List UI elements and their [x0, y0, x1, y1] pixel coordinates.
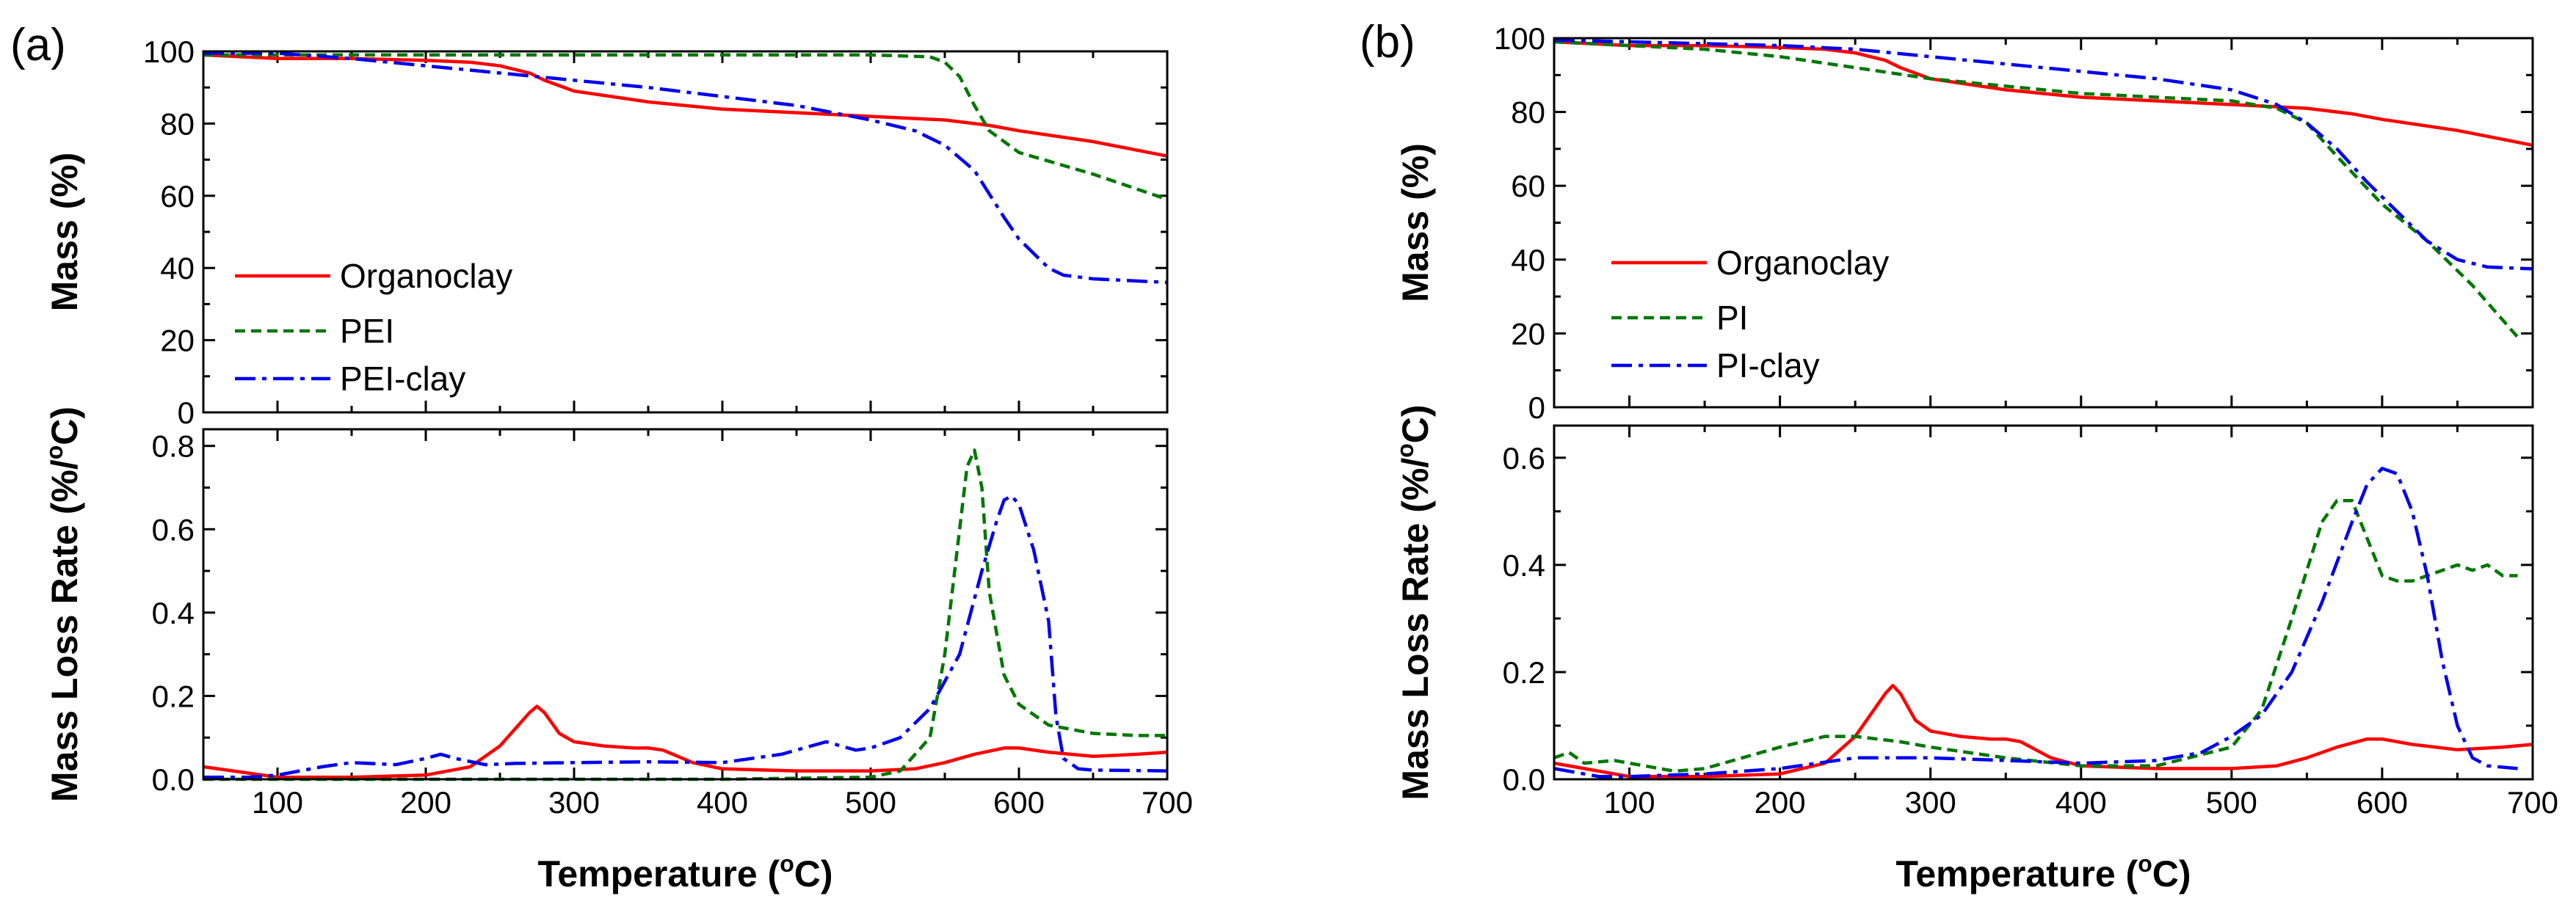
y-tick-label: 0.2: [152, 679, 195, 713]
y-tick-label: 0.2: [1503, 655, 1545, 690]
series-line-organoclay: [1553, 683, 2533, 779]
series-line-pi-clay: [1553, 467, 2518, 779]
x-tick-label: 200: [400, 785, 451, 820]
legend-label: PI-clay: [1716, 346, 1820, 384]
rate-label-tail: C): [44, 407, 85, 445]
series-line-organoclay: [203, 704, 1168, 779]
y-tick-label: 40: [160, 251, 195, 285]
x-tick-label: 400: [697, 785, 748, 820]
temperature-label: Temperature (: [1895, 853, 2138, 894]
y-tick-label: 80: [160, 106, 195, 141]
x-tick-label: 100: [252, 785, 303, 820]
y-tick-label: 20: [160, 324, 195, 358]
y-tick-label: 0.6: [152, 512, 195, 547]
y-axis-label-rate: Mass Loss Rate (%/oC): [41, 407, 85, 802]
temperature-unit: C): [794, 853, 833, 894]
mass-frame: [1553, 37, 2534, 409]
legend-label: PEI-clay: [340, 360, 465, 398]
x-tick-label: 300: [548, 785, 600, 820]
y-tick-label: 0.4: [1503, 548, 1545, 583]
y-tick-label: 0.8: [152, 429, 195, 464]
y-tick-label: 80: [1511, 95, 1545, 130]
series-line-pi: [1553, 498, 2518, 773]
degree-superscript: o: [2138, 850, 2152, 877]
panel-b: (b) 0 20 40 60 80 100 100 200 300 400 500 600 700 0.0 0…: [1360, 17, 2558, 894]
series-line-pi-clay: [1553, 38, 2533, 271]
panel-label: (a): [10, 20, 66, 70]
mass-loss-rate-plot: 100 200 300 400 500 600 700 0.0 0.2 0.4 0.6: [1503, 424, 2558, 820]
mass-loss-rate-frame: [202, 428, 1169, 781]
series-line-pei: [203, 448, 1167, 781]
legend-label: PI: [1716, 299, 1748, 337]
mass-loss-rate-frame: [1553, 424, 2534, 781]
legend-label: PEI: [340, 312, 394, 350]
mass-plot: 0 20 40 60 80 100: [143, 34, 1169, 430]
y-tick-label: 0.0: [152, 762, 195, 797]
x-axis-label: Temperature (oC): [537, 850, 832, 894]
mass-frame: [202, 50, 1169, 414]
panel-label: (b): [1360, 17, 1415, 68]
x-axis-label: Temperature (oC): [1895, 850, 2191, 894]
legend: Organoclay PI PI-clay: [1611, 244, 1889, 384]
rate-label-main: Mass Loss Rate (%/: [44, 459, 85, 802]
degree-superscript: o: [1392, 443, 1418, 458]
mass-plot: 0 20 40 60 80 100: [1494, 21, 2534, 425]
panel-a: (a) 0 20 40 60 80 100 100 200 300 400 500 600 700 0.0 0…: [10, 20, 1193, 894]
y-axis-label-mass: Mass (%): [1395, 143, 1436, 302]
legend-label: Organoclay: [340, 257, 512, 295]
y-tick-label: 60: [160, 179, 195, 214]
x-tick-label: 100: [1603, 785, 1655, 820]
rate-label-main: Mass Loss Rate (%/: [1395, 458, 1436, 801]
y-tick-label: 0.6: [1503, 441, 1545, 475]
degree-superscript: o: [780, 850, 794, 877]
y-tick-label: 100: [1494, 21, 1545, 56]
temperature-label: Temperature (: [537, 853, 780, 894]
x-tick-label: 400: [2056, 785, 2107, 820]
y-axis-label-rate: Mass Loss Rate (%/oC): [1392, 404, 1436, 800]
x-tick-label: 700: [2507, 785, 2558, 820]
legend: Organoclay PEI PEI-clay: [235, 257, 512, 398]
y-tick-label: 100: [143, 34, 195, 69]
y-tick-label: 0.4: [152, 596, 195, 630]
y-tick-label: 40: [1511, 243, 1545, 277]
mass-loss-rate-plot: 100 200 300 400 500 600 700 0.0 0.2 0.4 0.6 0.8: [152, 428, 1193, 820]
temperature-unit: C): [2152, 853, 2191, 894]
x-tick-label: 300: [1905, 785, 1956, 820]
series-line-organoclay: [1553, 40, 2533, 147]
series-line-pei-clay: [203, 51, 1168, 285]
y-tick-label: 60: [1511, 169, 1545, 203]
y-tick-label: 0: [178, 396, 195, 430]
x-tick-label: 500: [845, 785, 896, 820]
x-tick-label: 600: [993, 785, 1045, 820]
y-tick-label: 0.0: [1503, 762, 1545, 797]
x-tick-label: 700: [1142, 785, 1193, 820]
y-tick-label: 0: [1528, 390, 1545, 425]
x-tick-label: 200: [1755, 785, 1806, 820]
legend-label: Organoclay: [1716, 244, 1889, 282]
series-line-pei: [203, 53, 1168, 201]
series-line-organoclay: [203, 53, 1168, 158]
rate-label-tail: C): [1395, 404, 1436, 443]
x-tick-label: 600: [2357, 785, 2408, 820]
series-line-pi: [1553, 40, 2519, 338]
series-line-pei-clay: [203, 494, 1168, 779]
degree-superscript: o: [41, 445, 68, 460]
y-axis-label-mass: Mass (%): [44, 153, 85, 312]
y-tick-label: 20: [1511, 316, 1545, 351]
x-tick-label: 500: [2206, 785, 2257, 820]
